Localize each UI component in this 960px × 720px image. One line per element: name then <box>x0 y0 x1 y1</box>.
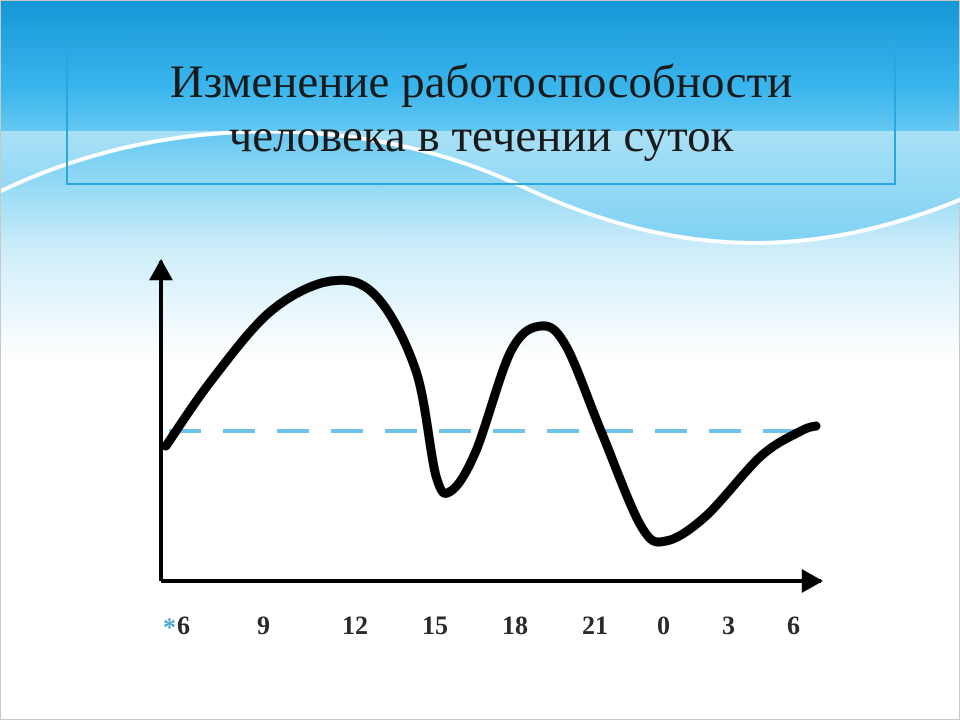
x-tick-label: 18 <box>502 611 528 641</box>
x-tick-label: 12 <box>342 611 368 641</box>
x-tick-label: 3 <box>722 611 735 641</box>
title-line-2: человека в течении суток <box>88 109 874 163</box>
x-tick-label: 6 <box>177 611 190 641</box>
performance-curve <box>166 280 816 542</box>
x-tick-label: 21 <box>582 611 608 641</box>
slide: Изменение работоспособности человека в т… <box>0 0 960 720</box>
x-axis-labels: *6912151821036 <box>121 611 841 651</box>
performance-chart: *6912151821036 <box>121 251 841 651</box>
x-tick-label: 6 <box>787 611 800 641</box>
title-box: Изменение работоспособности человека в т… <box>66 41 896 185</box>
bullet-icon: * <box>163 613 176 643</box>
title-line-1: Изменение работоспособности <box>88 55 874 109</box>
chart-svg <box>121 251 841 611</box>
x-axis-arrowhead-icon <box>802 569 823 593</box>
x-tick-label: 0 <box>657 611 670 641</box>
x-tick-label: 9 <box>257 611 270 641</box>
x-tick-label: 15 <box>422 611 448 641</box>
y-axis-arrowhead-icon <box>149 259 173 280</box>
